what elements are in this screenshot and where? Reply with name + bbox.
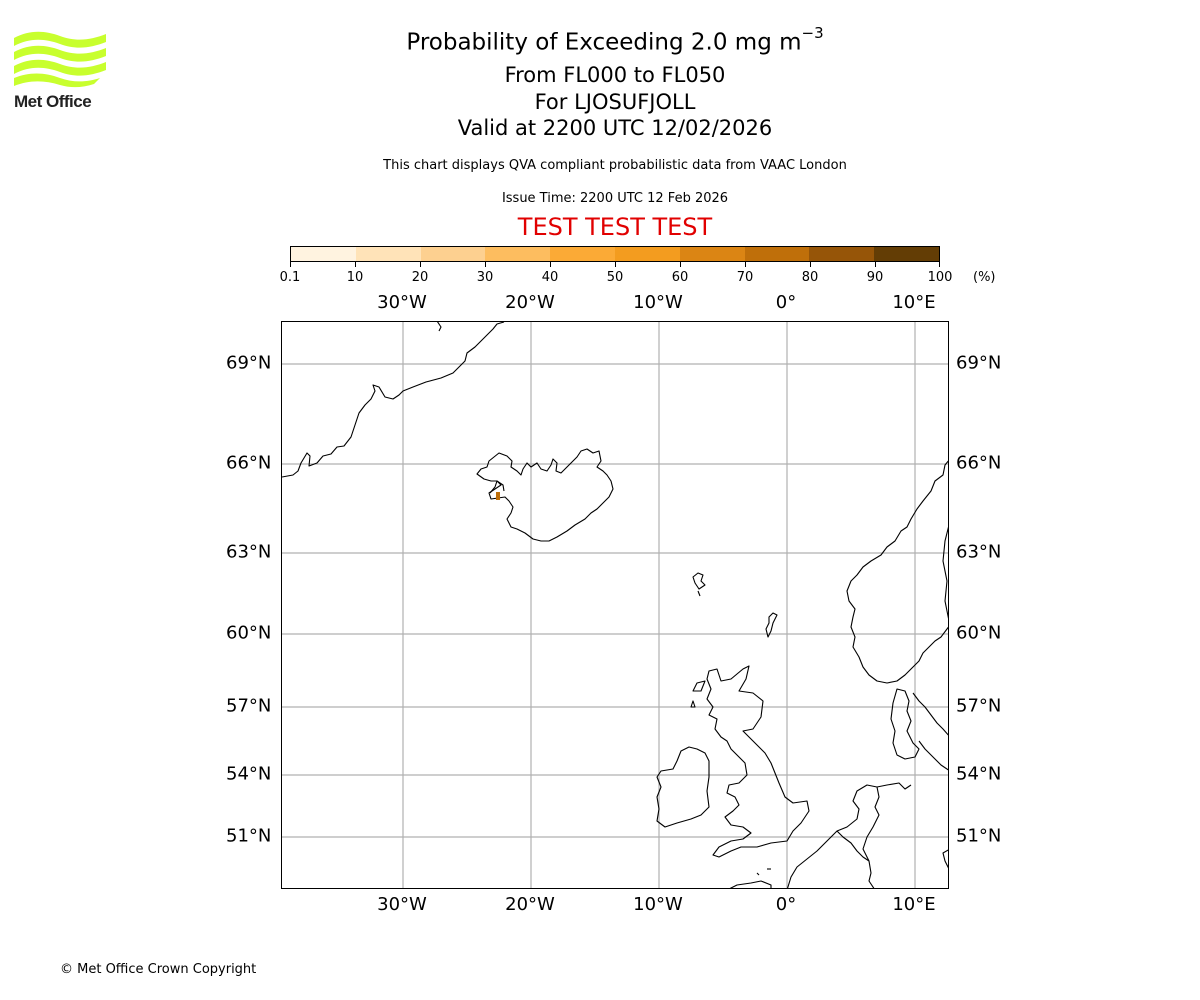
met-office-wave-icon [14, 31, 106, 88]
latitude-label-right: 69°N [956, 352, 1002, 374]
chart-description: This chart displays QVA compliant probab… [383, 158, 847, 173]
chart-title: Probability of Exceeding 2.0 mg m−3 [0, 24, 1200, 56]
gridlines [282, 322, 948, 888]
latitude-label-left: 69°N [226, 352, 272, 374]
great-britain-coast [706, 665, 810, 858]
latitude-label-right: 63°N [956, 541, 1002, 563]
colorbar-label: 40 [541, 270, 559, 285]
greenland-coast [282, 322, 505, 478]
latitude-label-left: 60°N [226, 622, 272, 644]
longitude-label-top: 10°W [633, 292, 683, 313]
longitude-label-bottom: 30°W [377, 894, 427, 915]
colorbar-unit: (%) [973, 270, 996, 285]
latitude-label-right: 51°N [956, 825, 1002, 847]
met-office-wordmark: Met Office [14, 92, 92, 111]
latitude-label-right: 54°N [956, 763, 1002, 785]
denmark-coast [890, 688, 920, 760]
colorbar-tick [355, 262, 356, 267]
colorbar-label: 80 [801, 270, 819, 285]
longitude-label-top: 0° [775, 292, 797, 313]
continental-europe-coast [787, 784, 880, 888]
test-banner: TEST TEST TEST [517, 213, 713, 241]
colorbar-tick [485, 262, 486, 267]
volcano-probability-cell [496, 492, 500, 500]
ireland-coast [656, 746, 710, 828]
colorbar-label: 20 [411, 270, 429, 285]
colorbar-label: 60 [671, 270, 689, 285]
colorbar-segment-20-30 [420, 247, 486, 261]
colorbar-segment-30-40 [485, 247, 551, 261]
colorbar-tick [939, 262, 940, 267]
longitude-label-top: 20°W [505, 292, 555, 313]
colorbar-segment-50-60 [614, 247, 680, 261]
probability-colorbar [290, 246, 940, 262]
faroe-islands-coast [692, 572, 706, 590]
longitude-label-bottom: 10°W [633, 894, 683, 915]
colorbar-segment-70-80 [744, 247, 810, 261]
longitude-label-top: 10°E [892, 292, 936, 313]
colorbar-label: 70 [736, 270, 754, 285]
issue-time: Issue Time: 2200 UTC 12 Feb 2026 [501, 191, 729, 206]
longitude-label-bottom: 0° [775, 894, 797, 915]
chart-title-exponent: −3 [801, 24, 824, 42]
valid-time: Valid at 2200 UTC 12/02/2026 [457, 116, 773, 140]
colorbar-segment-10-20 [355, 247, 421, 261]
colorbar-label: 50 [606, 270, 624, 285]
colorbar-segment-60-70 [679, 247, 745, 261]
coastline-map [282, 322, 948, 888]
colorbar-label: 100 [927, 270, 953, 285]
colorbar-label: 90 [866, 270, 884, 285]
longitude-label-top: 30°W [377, 292, 427, 313]
colorbar-label: 0.1 [279, 270, 301, 285]
norway-coast [846, 460, 948, 684]
colorbar-tick [745, 262, 746, 267]
longitude-label-bottom: 10°E [892, 894, 936, 915]
shetland-coast [765, 612, 778, 638]
coastlines [282, 322, 948, 888]
latitude-label-left: 54°N [226, 763, 272, 785]
latitude-label-right: 66°N [956, 452, 1002, 474]
colorbar-segment-90-100 [874, 247, 939, 261]
map-panel[interactable] [281, 321, 949, 889]
met-office-logo: Met Office [14, 30, 106, 112]
latitude-label-left: 63°N [226, 541, 272, 563]
colorbar-tick [550, 262, 551, 267]
longitude-label-bottom: 20°W [505, 894, 555, 915]
colorbar-tick [290, 262, 291, 267]
latitude-label-left: 51°N [226, 825, 272, 847]
colorbar-tick [875, 262, 876, 267]
colorbar-tick [420, 262, 421, 267]
flight-level-range: From FL000 to FL050 [504, 63, 726, 87]
colorbar-tick [615, 262, 616, 267]
colorbar-tick [810, 262, 811, 267]
latitude-label-left: 66°N [226, 452, 272, 474]
latitude-label-right: 60°N [956, 622, 1002, 644]
colorbar-tick [680, 262, 681, 267]
colorbar-segment-40-50 [550, 247, 615, 261]
chart-title-text: Probability of Exceeding 2.0 mg m [406, 29, 802, 56]
latitude-label-right: 57°N [956, 695, 1002, 717]
colorbar-label: 10 [346, 270, 364, 285]
colorbar-segment-80-90 [809, 247, 875, 261]
iceland-coast [476, 448, 614, 542]
volcano-name: For LJOSUFJOLL [534, 90, 696, 114]
copyright-notice: © Met Office Crown Copyright [60, 962, 257, 977]
colorbar-segment-0-10 [291, 247, 356, 261]
latitude-label-left: 57°N [226, 695, 272, 717]
colorbar-label: 30 [476, 270, 494, 285]
